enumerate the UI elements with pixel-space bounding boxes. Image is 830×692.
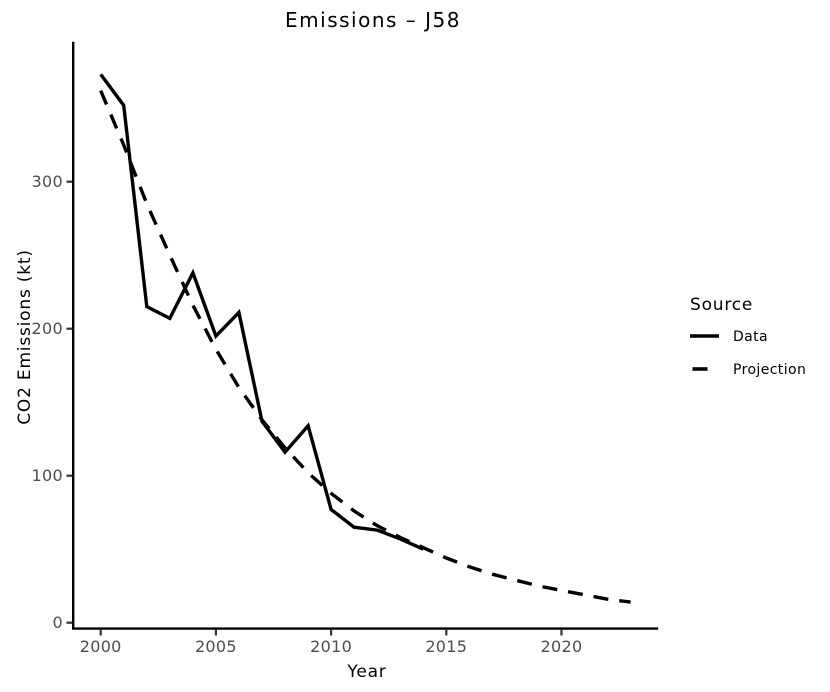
series-lines — [99, 73, 631, 604]
legend-label-data: Data — [733, 329, 768, 345]
y-tick-label: 100 — [32, 466, 63, 485]
x-axis-ticks: 2000 2005 2010 2015 2020 — [80, 629, 583, 656]
data-series-line — [99, 73, 424, 551]
x-tick-label: 2015 — [425, 637, 467, 656]
y-axis-ticks: 0 100 200 300 — [32, 172, 73, 632]
y-tick-label: 200 — [32, 319, 63, 338]
x-axis-label: Year — [346, 662, 386, 682]
x-tick-label: 2005 — [195, 637, 237, 656]
chart-title: Emissions – J58 — [285, 8, 461, 32]
x-tick-label: 2020 — [541, 637, 583, 656]
y-tick-label: 300 — [32, 172, 63, 191]
x-tick-label: 2010 — [310, 637, 352, 656]
legend-title: Source — [690, 295, 753, 315]
legend-label-projection: Projection — [733, 362, 806, 378]
projection-series-line — [99, 89, 631, 604]
legend: Source Data Projection — [690, 295, 806, 378]
axis-lines — [72, 41, 659, 630]
y-axis-label: CO2 Emissions (kt) — [15, 249, 35, 425]
y-tick-label: 0 — [53, 613, 63, 632]
x-tick-label: 2000 — [80, 637, 122, 656]
